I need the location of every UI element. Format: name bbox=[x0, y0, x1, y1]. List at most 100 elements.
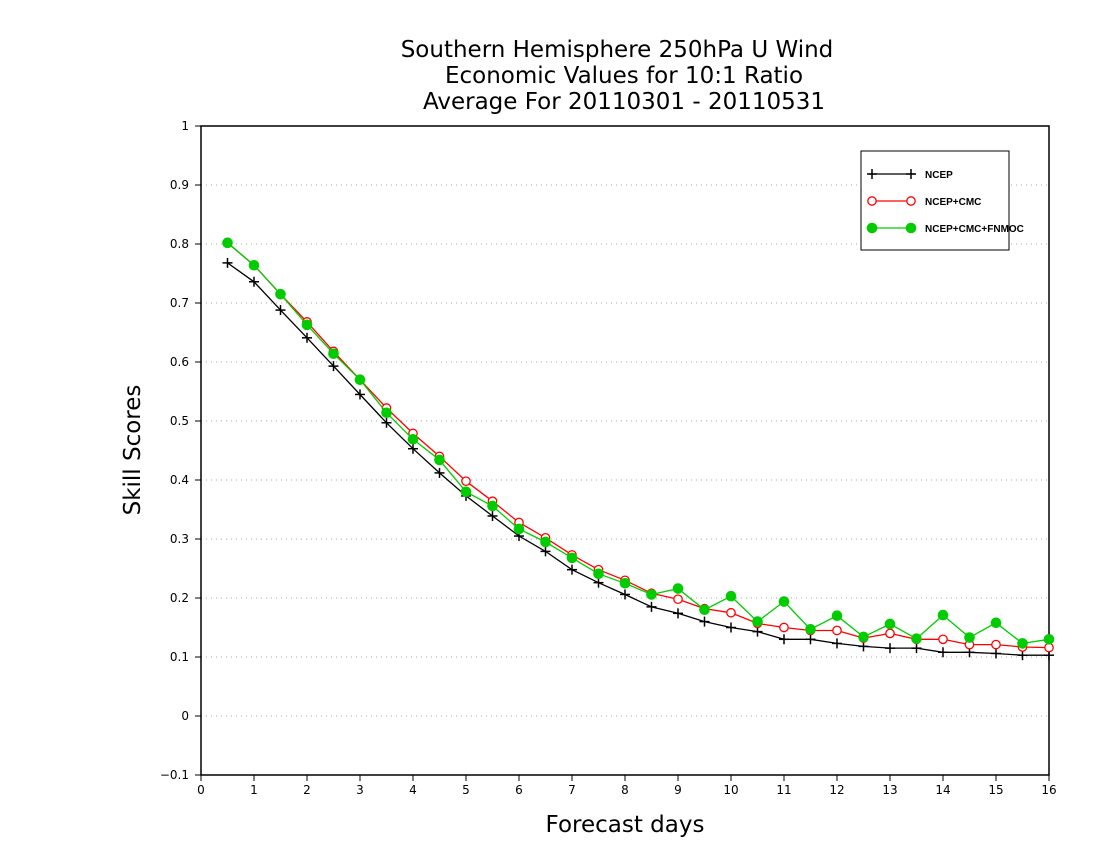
data-point bbox=[672, 583, 684, 594]
data-point bbox=[354, 374, 366, 386]
data-point bbox=[991, 639, 1001, 650]
data-point bbox=[1043, 634, 1055, 645]
data-point bbox=[222, 257, 233, 268]
series-1 bbox=[222, 237, 1054, 653]
data-point bbox=[407, 433, 419, 445]
x-tick-label: 9 bbox=[674, 783, 682, 797]
y-tick-label: 0.6 bbox=[170, 355, 189, 369]
legend-label: NCEP+CMC+FNMOC bbox=[925, 224, 1024, 235]
legend-item-1: NCEP+CMC bbox=[867, 196, 981, 208]
y-tick-label: 0 bbox=[181, 709, 189, 723]
data-point bbox=[646, 601, 657, 612]
data-point bbox=[1017, 638, 1028, 649]
data-point bbox=[699, 616, 710, 627]
legend-label: NCEP bbox=[925, 170, 953, 181]
data-point bbox=[302, 332, 312, 343]
y-tick-label: 0.8 bbox=[170, 237, 189, 251]
data-point bbox=[487, 510, 498, 521]
x-axis-title: Forecast days bbox=[546, 812, 705, 838]
data-point bbox=[355, 389, 365, 400]
data-point bbox=[222, 237, 233, 249]
axis-ticks: −0.100.10.20.30.40.50.60.70.80.910 1 2 3 4 5 6… bbox=[160, 119, 1057, 797]
data-point bbox=[593, 568, 604, 580]
data-point bbox=[301, 319, 313, 331]
chart-title: Southern Hemisphere 250hPa U Wind Econom… bbox=[401, 37, 834, 115]
data-point bbox=[540, 546, 551, 557]
data-point bbox=[884, 618, 896, 630]
data-point bbox=[1017, 650, 1028, 661]
x-tick-label: 11 bbox=[776, 783, 791, 797]
legend-marker bbox=[867, 169, 877, 179]
x-tick-label: 4 bbox=[409, 783, 417, 797]
data-point bbox=[725, 590, 737, 602]
series-line bbox=[227, 242, 1050, 645]
y-axis-title: Skill Scores bbox=[120, 385, 146, 516]
y-tick-label: 0.3 bbox=[170, 532, 189, 546]
y-tick-label: 0.7 bbox=[170, 296, 189, 310]
data-point bbox=[1044, 642, 1054, 653]
data-point bbox=[619, 577, 631, 589]
data-point bbox=[646, 589, 657, 600]
data-point bbox=[434, 467, 445, 478]
x-tick-label: 10 bbox=[723, 783, 738, 797]
series-0 bbox=[222, 257, 1054, 661]
y-tick-label: −0.1 bbox=[160, 768, 189, 782]
data-point bbox=[832, 625, 842, 636]
data-point bbox=[885, 628, 895, 639]
x-tick-label: 8 bbox=[621, 783, 629, 797]
data-point bbox=[779, 622, 789, 633]
legend-item-2: NCEP+CMC+FNMOC bbox=[866, 222, 1024, 235]
legend-marker bbox=[906, 169, 916, 179]
x-tick-label: 2 bbox=[303, 783, 311, 797]
legend-marker bbox=[867, 196, 877, 206]
x-tick-label: 6 bbox=[515, 783, 523, 797]
legend-item-0: NCEP bbox=[867, 169, 953, 181]
data-point bbox=[249, 276, 259, 287]
data-point bbox=[513, 523, 525, 535]
legend: NCEP NCEP+CMC NCEP+CMC+FNMOC bbox=[860, 150, 1024, 251]
data-point bbox=[779, 634, 789, 645]
title-line-3: Average For 20110301 - 20110531 bbox=[423, 89, 825, 115]
x-tick-label: 12 bbox=[829, 783, 844, 797]
data-point bbox=[673, 608, 683, 619]
data-point bbox=[991, 648, 1001, 659]
title-line-2: Economic Values for 10:1 Ratio bbox=[445, 63, 803, 89]
series-2 bbox=[222, 237, 1055, 649]
data-point bbox=[911, 633, 922, 645]
data-point bbox=[460, 486, 472, 498]
data-point bbox=[567, 564, 577, 575]
data-point bbox=[620, 589, 630, 600]
data-point bbox=[593, 577, 604, 588]
data-point bbox=[805, 634, 816, 645]
legend-marker bbox=[905, 222, 917, 234]
data-point bbox=[275, 288, 286, 300]
data-point bbox=[487, 500, 498, 512]
legend-marker bbox=[866, 222, 878, 234]
y-tick-label: 0.5 bbox=[170, 414, 189, 428]
data-point bbox=[540, 536, 551, 548]
data-point bbox=[434, 454, 445, 466]
series-line bbox=[227, 262, 1049, 656]
x-tick-label: 14 bbox=[935, 783, 950, 797]
x-tick-label: 15 bbox=[988, 783, 1003, 797]
data-point bbox=[778, 596, 790, 607]
x-tick-label: 16 bbox=[1041, 783, 1056, 797]
gridlines bbox=[201, 184, 1049, 717]
data-point bbox=[673, 594, 683, 605]
data-point bbox=[831, 610, 843, 622]
data-point bbox=[566, 552, 578, 564]
data-point bbox=[964, 632, 975, 643]
x-tick-label: 5 bbox=[462, 783, 470, 797]
data-point bbox=[805, 623, 816, 635]
data-point bbox=[990, 617, 1002, 629]
y-tick-label: 0.9 bbox=[170, 178, 189, 192]
data-point bbox=[858, 641, 869, 652]
data-point bbox=[911, 643, 922, 654]
title-line-1: Southern Hemisphere 250hPa U Wind bbox=[401, 37, 834, 63]
data-point bbox=[408, 443, 418, 454]
data-point bbox=[752, 626, 763, 637]
data-point bbox=[328, 361, 339, 372]
data-point bbox=[885, 643, 895, 654]
data-point bbox=[381, 417, 392, 428]
series-layer bbox=[222, 237, 1055, 661]
